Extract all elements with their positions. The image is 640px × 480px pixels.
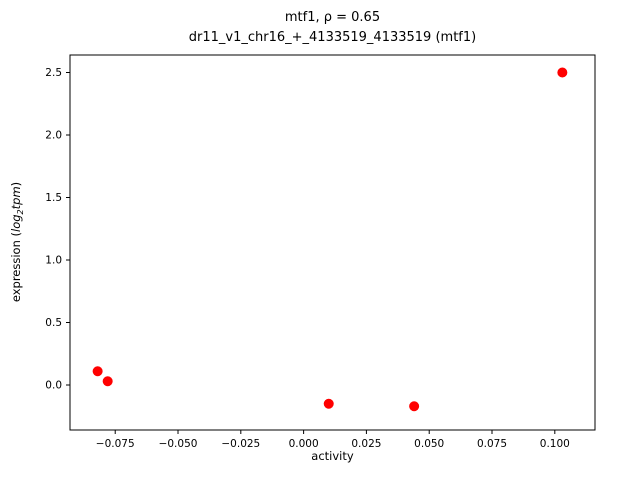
y-label-sub: 2 [16, 209, 26, 215]
y-label-suffix: ) [8, 181, 23, 187]
x-tick-label: −0.025 [221, 438, 260, 450]
x-tick-label: −0.075 [96, 438, 135, 450]
y-tick-label: 2.0 [45, 130, 62, 142]
y-tick-label: 2.5 [45, 67, 62, 79]
x-tick-label: 0.100 [540, 438, 570, 450]
plot-frame [69, 54, 596, 431]
chart-title-line2: dr11_v1_chr16_+_4133519_4133519 (mtf1) [188, 30, 477, 45]
data-point [323, 398, 334, 409]
data-point [92, 366, 103, 377]
data-point [409, 401, 420, 412]
x-tick-label: 0.050 [414, 438, 444, 450]
y-axis-label: expression (log2tpm) [9, 182, 25, 302]
y-tick-label: 1.0 [45, 255, 62, 267]
x-tick-label: 0.025 [351, 438, 381, 450]
y-tick-label: 0.0 [45, 380, 62, 392]
y-tick-label: 1.5 [45, 192, 62, 204]
y-label-tpm: tpm [8, 186, 23, 210]
x-tick-label: 0.000 [289, 438, 319, 450]
x-axis-label: activity [311, 449, 354, 463]
y-label-log: log [8, 214, 23, 232]
x-tick-label: 0.075 [477, 438, 507, 450]
x-tick-label: −0.050 [159, 438, 198, 450]
data-point [557, 67, 568, 78]
y-label-prefix: expression ( [8, 231, 23, 303]
y-tick-label: 0.5 [45, 317, 62, 329]
data-point [102, 376, 113, 387]
chart-title-line1: mtf1, ρ = 0.65 [284, 10, 381, 25]
